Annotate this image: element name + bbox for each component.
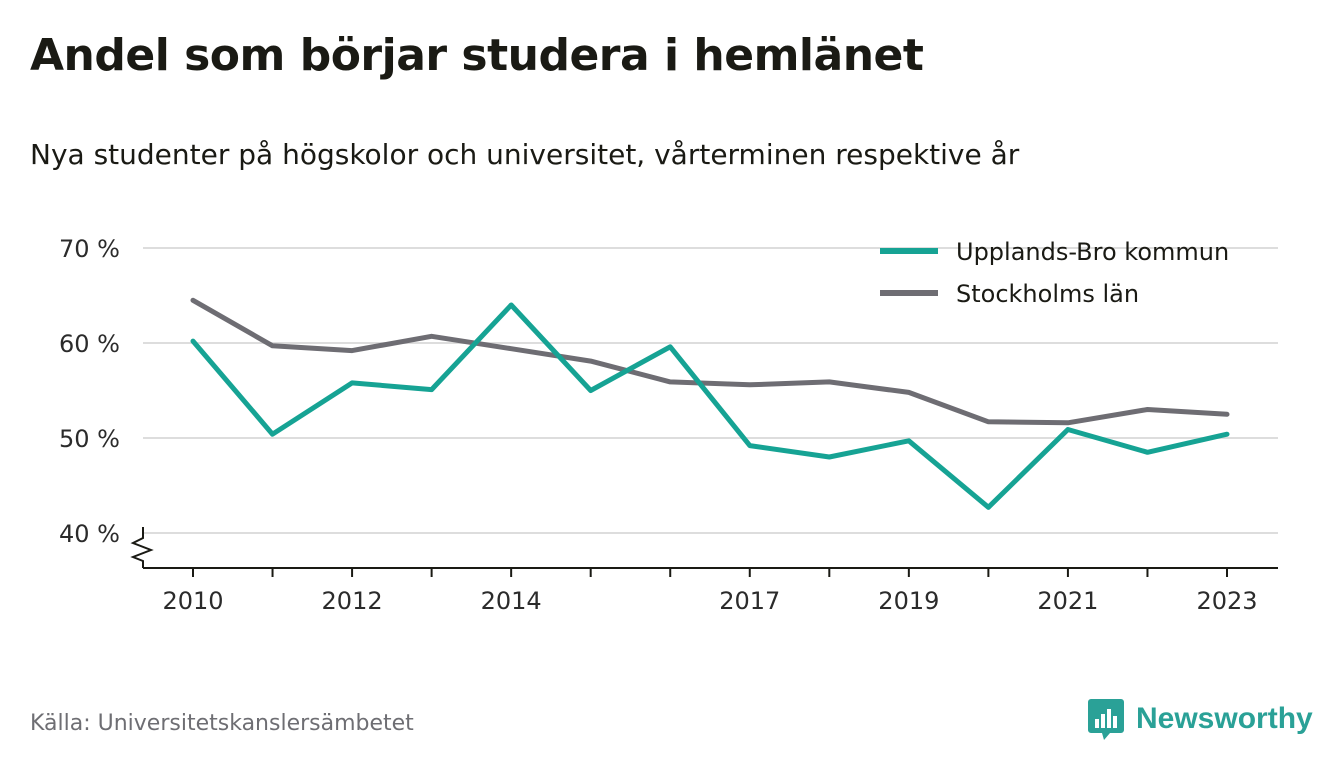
x-tick-label: 2010 xyxy=(162,587,223,615)
source-note: Källa: Universitetskanslersämbetet xyxy=(30,711,414,736)
x-tick-label: 2014 xyxy=(481,587,542,615)
series-line-stockholms-lan xyxy=(190,297,1230,426)
chart-title: Andel som börjar studera i hemlänet xyxy=(30,30,924,81)
axes: 40 % 50 % 60 % 70 % 2010 2012 2014 2017 2019 2021… xyxy=(59,235,1278,615)
x-tick-label: 2012 xyxy=(322,587,383,615)
y-tick-label: 70 % xyxy=(59,235,120,263)
x-tick-label: 2021 xyxy=(1037,587,1098,615)
x-tick-label: 2017 xyxy=(719,587,780,615)
brand-logo[interactable]: Newsworthy xyxy=(1088,697,1313,741)
bar-chart-icon xyxy=(1088,699,1124,740)
x-tick-label: 2019 xyxy=(878,587,939,615)
chart-subtitle: Nya studenter på högskolor och universit… xyxy=(30,138,1020,171)
brand-name: Newsworthy xyxy=(1136,702,1313,735)
series-line-upplands-bro xyxy=(190,302,1230,510)
legend-label: Upplands-Bro kommun xyxy=(956,238,1229,266)
y-tick-label: 40 % xyxy=(59,520,120,548)
legend: Upplands-Bro kommun Stockholms län xyxy=(880,238,1229,308)
x-tick-label: 2023 xyxy=(1196,587,1257,615)
y-tick-label: 50 % xyxy=(59,425,120,453)
y-axis-break xyxy=(130,527,154,568)
legend-label: Stockholms län xyxy=(956,280,1139,308)
y-tick-label: 60 % xyxy=(59,330,120,358)
series-lines xyxy=(190,297,1230,510)
